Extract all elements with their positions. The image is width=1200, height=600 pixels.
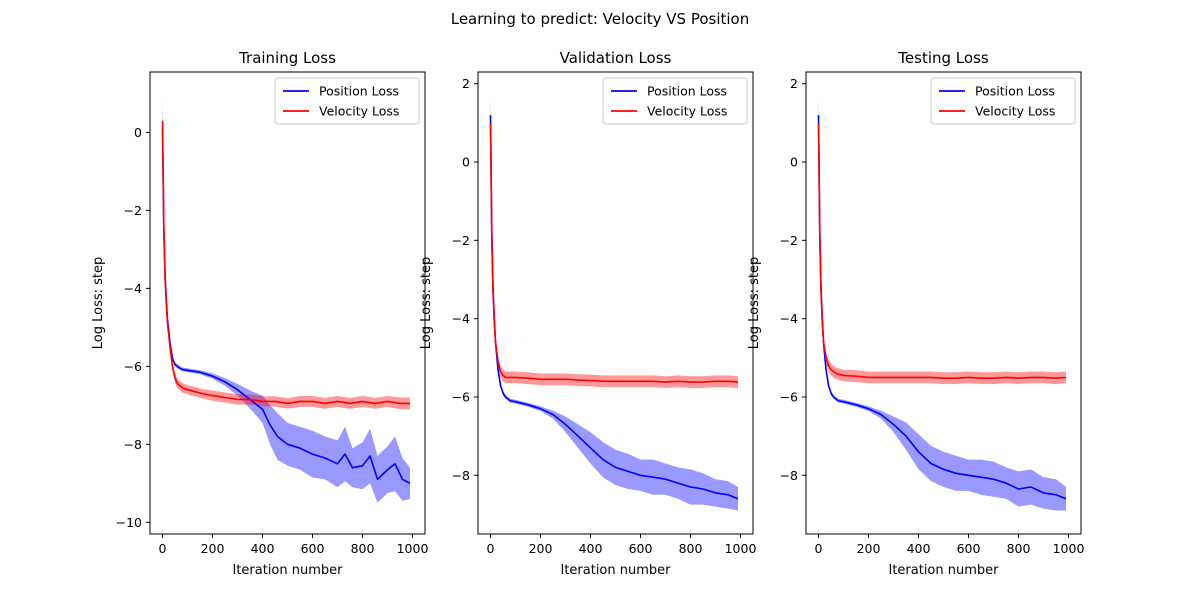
x-axis-label: Iteration number [560, 563, 671, 578]
x-tick-label: 0 [159, 541, 167, 556]
x-tick-label: 200 [529, 541, 553, 556]
y-tick-label: −6 [780, 389, 798, 404]
legend-label-2: Velocity Loss [975, 104, 1055, 119]
series-line-2 [817, 122, 1067, 380]
series-line-1 [161, 128, 411, 485]
axes-frame [477, 71, 754, 535]
y-tick-label: 2 [790, 76, 798, 91]
series-band-1 [818, 95, 1066, 511]
x-tick-label: 400 [579, 541, 603, 556]
series-line-1 [489, 115, 739, 500]
x-tick-label: 200 [857, 541, 881, 556]
y-tick-label: 0 [790, 155, 798, 170]
x-tick-label: 400 [251, 541, 275, 556]
y-axis-label: Log Loss: step [747, 257, 762, 350]
y-tick-label: −8 [780, 468, 798, 483]
axes-frame [805, 71, 1082, 535]
x-tick-label: 1000 [725, 541, 757, 556]
series-line-2 [161, 120, 410, 405]
legend: Position Loss Velocity Loss [602, 77, 748, 125]
series-line-1 [817, 115, 1067, 500]
series-band-2 [490, 99, 738, 389]
x-tick-label: 600 [301, 541, 325, 556]
y-tick-label: 2 [462, 76, 470, 91]
subplot-3: 0 200 400 600 800 1000 −8 −6 −4 −2 0 2 Testing Loss I… [747, 49, 1084, 578]
x-tick-label: 800 [679, 541, 703, 556]
x-tick-label: 600 [957, 541, 981, 556]
subplot-2: 0 200 400 600 800 1000 −8 −6 −4 −2 0 2 Validation Lo… [419, 49, 756, 578]
y-tick-label: −2 [124, 203, 142, 218]
y-axis-label: Log Loss: step [419, 257, 434, 350]
x-tick-label: 800 [1007, 541, 1031, 556]
y-tick-label: −4 [780, 311, 798, 326]
series-band-2 [818, 99, 1066, 385]
subplot-1: 0 200 400 600 800 1000 −10 −8 −6 −4 −2 0 Training Lo… [91, 49, 428, 578]
x-tick-label: 800 [351, 541, 375, 556]
series-band-2 [162, 97, 410, 410]
x-tick-label: 0 [487, 541, 495, 556]
subplot-title: Validation Loss [560, 49, 672, 67]
figure-title: Learning to predict: Velocity VS Positio… [451, 10, 750, 28]
x-axis-label: Iteration number [232, 563, 343, 578]
series-band-1 [490, 95, 738, 511]
y-tick-label: −2 [780, 233, 798, 248]
y-tick-label: −4 [452, 311, 470, 326]
legend-box [274, 77, 420, 125]
x-tick-label: 400 [907, 541, 931, 556]
series-band-1 [162, 109, 410, 503]
legend-box [602, 77, 748, 125]
axes-frame [149, 71, 426, 535]
x-tick-label: 200 [201, 541, 225, 556]
y-tick-label: −6 [124, 359, 142, 374]
subplot-title: Training Loss [238, 49, 336, 67]
x-axis-label: Iteration number [888, 563, 999, 578]
y-axis-label: Log Loss: step [91, 257, 106, 350]
x-tick-label: 1000 [397, 541, 429, 556]
y-tick-label: −8 [452, 468, 470, 483]
legend-label-2: Velocity Loss [647, 104, 727, 119]
legend-label-1: Position Loss [319, 84, 399, 99]
subplot-title: Testing Loss [897, 49, 989, 67]
y-tick-label: −8 [124, 437, 142, 452]
legend: Position Loss Velocity Loss [274, 77, 420, 125]
x-tick-label: 600 [629, 541, 653, 556]
series-line-2 [489, 122, 739, 383]
y-tick-label: −10 [116, 515, 142, 530]
y-tick-label: 0 [134, 125, 142, 140]
legend-label-1: Position Loss [647, 84, 727, 99]
y-tick-label: −6 [452, 389, 470, 404]
legend: Position Loss Velocity Loss [930, 77, 1076, 125]
y-tick-label: 0 [462, 155, 470, 170]
x-tick-label: 0 [815, 541, 823, 556]
y-tick-label: −4 [124, 281, 142, 296]
x-tick-label: 1000 [1053, 541, 1085, 556]
y-tick-label: −2 [452, 233, 470, 248]
legend-label-2: Velocity Loss [319, 104, 399, 119]
legend-label-1: Position Loss [975, 84, 1055, 99]
legend-box [930, 77, 1076, 125]
